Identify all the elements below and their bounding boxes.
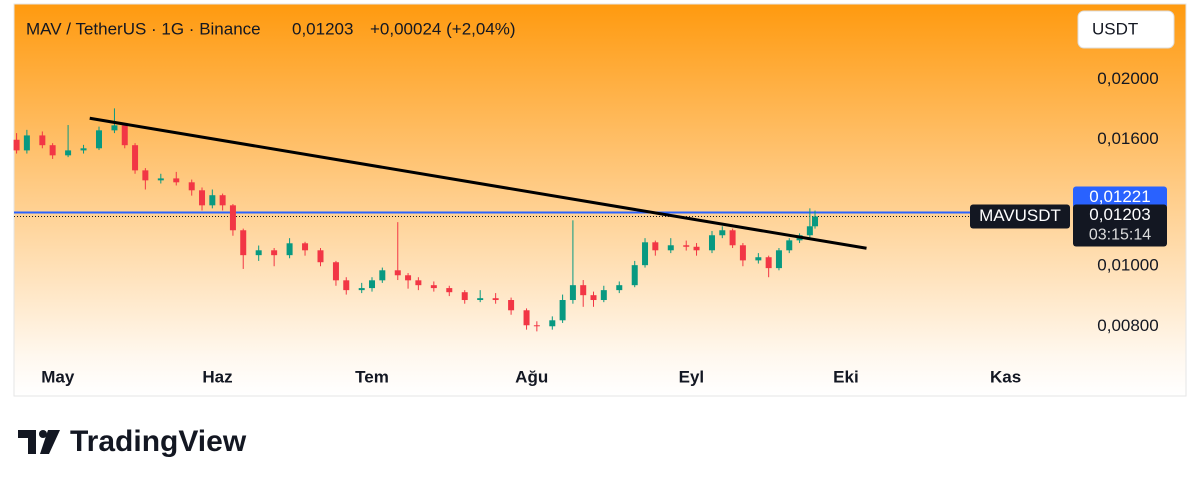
candle-body: [683, 245, 690, 247]
candle-body: [446, 288, 453, 293]
candle-body: [492, 298, 499, 301]
candle-body: [199, 190, 206, 206]
candle-body: [461, 292, 468, 301]
candle-body: [240, 230, 247, 256]
candle-body: [739, 245, 746, 261]
x-tick-label: Ağu: [515, 367, 548, 386]
x-tick-label: Eyl: [679, 367, 705, 386]
x-tick-label: Kas: [990, 367, 1021, 386]
currency-button[interactable]: [1077, 10, 1175, 49]
candle-body: [600, 290, 607, 301]
last-price-label: 0,01203: [1089, 205, 1150, 224]
candle-body: [173, 178, 180, 183]
candle-body: [693, 246, 700, 251]
candle-body: [729, 230, 736, 246]
x-tick-label: Haz: [202, 367, 232, 386]
y-tick-label: 0,01600: [1097, 129, 1158, 148]
y-tick-label: 0,02000: [1097, 69, 1158, 88]
candle-body: [229, 205, 236, 231]
candle-body: [806, 226, 813, 236]
candle-body: [271, 250, 278, 256]
x-tick-label: Eki: [833, 367, 859, 386]
candle-body: [302, 243, 309, 251]
candle-body: [667, 245, 674, 251]
candle-body: [415, 280, 422, 286]
symbol-box: [970, 204, 1070, 229]
candle-body: [65, 150, 72, 156]
candle-body: [219, 195, 226, 206]
candle-body: [13, 139, 20, 151]
candle-body: [255, 250, 262, 256]
candle-body: [95, 130, 102, 149]
candle-body: [642, 242, 649, 266]
symbol-label: MAVUSDT: [979, 206, 1061, 225]
candle-body: [39, 135, 46, 146]
candle-body: [765, 257, 772, 269]
y-tick-label: 0,00800: [1097, 316, 1158, 335]
candle-body: [394, 270, 401, 276]
candle-body: [379, 270, 386, 281]
candle-body: [111, 125, 118, 131]
candle-body: [209, 195, 216, 206]
candle-body: [49, 145, 56, 156]
candle-body: [188, 182, 195, 191]
candle-body: [652, 242, 659, 251]
brand-name: TradingView: [70, 425, 247, 458]
candle-body: [132, 145, 139, 171]
candle-body: [569, 285, 576, 301]
candle-body: [719, 230, 726, 236]
candle-body: [430, 285, 437, 289]
candle-body: [142, 170, 149, 181]
candle-body: [405, 275, 412, 281]
x-tick-label: May: [41, 367, 75, 386]
candle-body: [616, 285, 623, 291]
header-price: 0,01203: [292, 19, 353, 38]
candle-body: [755, 257, 762, 261]
candle-body: [590, 295, 597, 301]
trendline: [89, 116, 867, 250]
countdown-label: 03:15:14: [1089, 227, 1151, 244]
y-tick-label: 0,01000: [1097, 256, 1158, 275]
candle-body: [549, 320, 556, 327]
candle-body: [508, 300, 515, 311]
header-change: +0,00024 (+2,04%): [370, 19, 516, 38]
candle-body: [80, 148, 87, 151]
candle-body: [812, 216, 819, 227]
candle-body: [775, 250, 782, 269]
currency-label[interactable]: USDT: [1092, 19, 1138, 38]
last-price-box: [1073, 204, 1167, 247]
candle-body: [317, 250, 324, 263]
candle-body: [369, 280, 376, 289]
candle-body: [533, 325, 540, 327]
candle-body: [157, 178, 164, 181]
candle-body: [631, 265, 638, 286]
logo: [18, 430, 60, 454]
candle-body: [523, 310, 530, 326]
candle-body: [477, 298, 484, 301]
candle-body: [121, 125, 128, 146]
candle-body: [332, 262, 339, 281]
chart-frame: [13, 3, 1187, 397]
candle-body: [286, 243, 293, 256]
x-tick-label: Tem: [355, 367, 389, 386]
candle-body: [343, 280, 350, 291]
candle-body: [559, 300, 566, 321]
candle-body: [23, 135, 30, 151]
candle-body: [580, 285, 587, 296]
candle-body: [358, 288, 365, 291]
hline-price-box: [1073, 186, 1167, 209]
candle-body: [786, 240, 793, 251]
candle-body: [708, 235, 715, 251]
hline-price-label: 0,01221: [1089, 187, 1150, 206]
symbol-title: MAV / TetherUS · 1G · Binance: [26, 19, 261, 38]
